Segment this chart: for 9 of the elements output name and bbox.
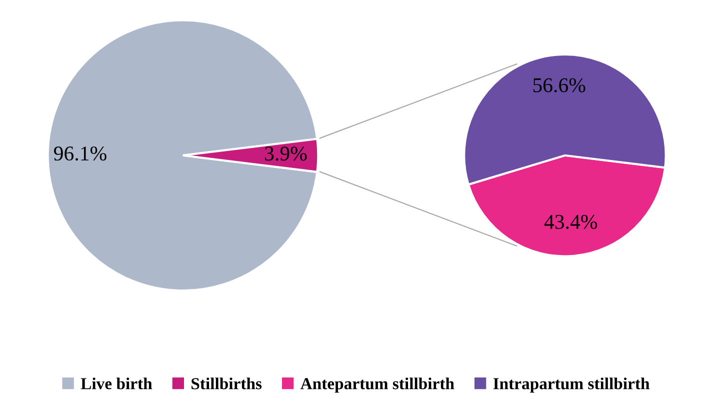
legend-label: Antepartum stillbirth [300,378,454,393]
legend-label: Intrapartum stillbirth [493,378,650,393]
legend-label: Live birth [80,378,152,390]
pie-slice [46,19,318,292]
data-label: 96.1% [54,146,106,161]
data-label: 3.9% [265,146,307,161]
legend-label: Stillbirths [192,378,262,390]
data-label: 56.6% [533,78,586,92]
data-label: 43.4% [544,214,598,230]
